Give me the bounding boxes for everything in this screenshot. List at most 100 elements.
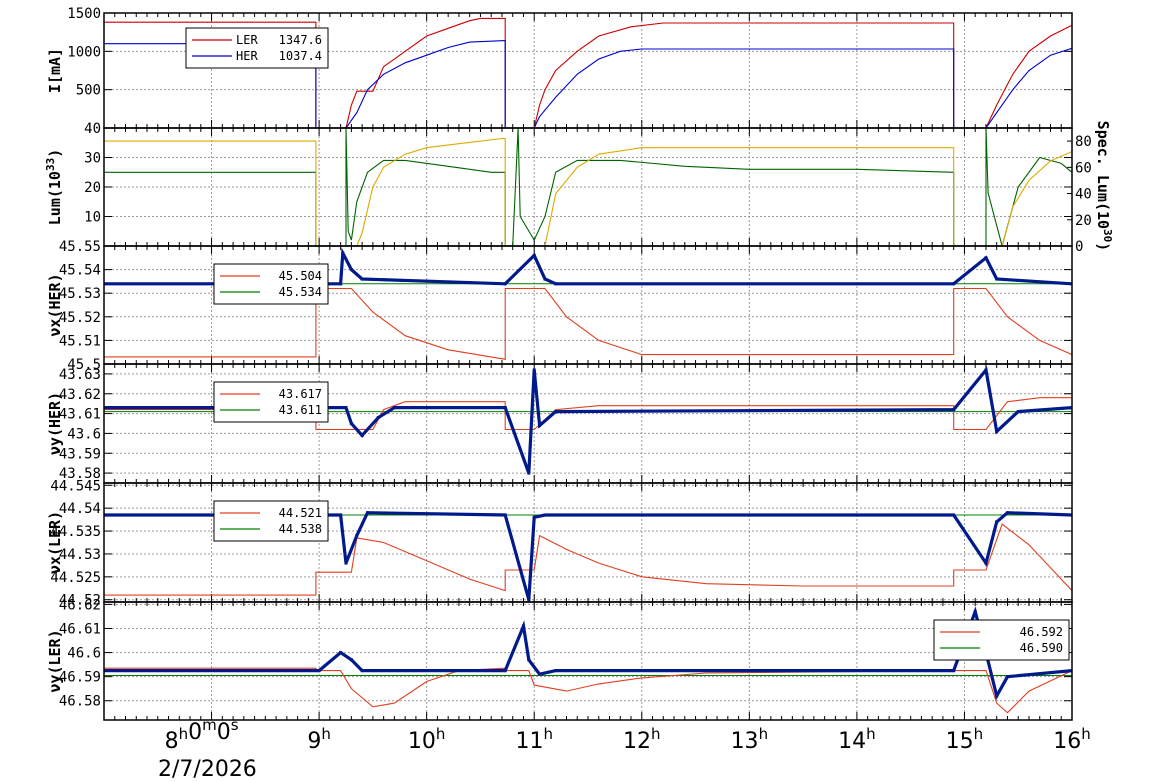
y-tick-label: 44.545 xyxy=(50,478,101,494)
panel-0: 500 1000 1500 I[mA] LER 1347.6 HER 1037.4 xyxy=(46,6,1073,129)
data-point xyxy=(543,277,547,281)
data-point xyxy=(532,253,536,257)
data-point xyxy=(1005,675,1009,679)
data-point xyxy=(984,561,988,565)
y-tick-label: 20 xyxy=(84,180,101,196)
y-tick-label: 46.59 xyxy=(59,670,101,686)
legend-value: 46.590 xyxy=(1020,641,1063,655)
y-axis-label: νy(LER) xyxy=(46,629,64,692)
legend-name: HER xyxy=(236,49,258,63)
series-HER xyxy=(104,40,1072,128)
legend-box xyxy=(213,381,329,423)
y-tick-label: 45.52 xyxy=(59,310,101,326)
date-label: 2/7/2026 xyxy=(158,757,257,782)
series-setx xyxy=(104,287,1072,360)
y-tick-label: 43.62 xyxy=(59,387,101,403)
y-tick-label: 43.61 xyxy=(59,407,101,423)
y-axis-label: νy(HER) xyxy=(46,392,64,455)
data-point xyxy=(503,669,507,673)
y-tick-label: 1500 xyxy=(67,6,101,22)
y-axis-label: νx(LER) xyxy=(46,511,64,574)
legend-value: 1037.4 xyxy=(279,49,322,63)
data-point xyxy=(538,423,542,427)
data-point xyxy=(344,561,348,565)
panel-3: 43.58 43.59 43.6 43.61 43.62 43.63 νy(HER) 43.6… xyxy=(46,363,1073,484)
legend: 43.617 43.611 xyxy=(213,381,329,423)
legend-box xyxy=(933,619,1070,661)
data-point xyxy=(995,429,999,433)
data-point xyxy=(339,282,343,286)
panel-frame xyxy=(103,601,1073,721)
legend-box xyxy=(213,500,329,542)
legend-value: 45.534 xyxy=(279,285,322,299)
y-tick-label: 45.55 xyxy=(59,239,101,255)
x-tick-label: 11h xyxy=(515,725,553,754)
y-tick-label: 1000 xyxy=(67,44,101,60)
data-point xyxy=(554,410,558,414)
y-tick-label: 10 xyxy=(84,210,101,226)
data-point xyxy=(317,669,321,673)
y2-tick-label: 80 xyxy=(1075,134,1092,150)
y-tick-label: 46.62 xyxy=(59,597,101,613)
panel-1: 10 20 30 40 0 20 40 60 80 Lum(1033) Spec. Lum(1030… xyxy=(44,121,1114,255)
y-tick-label: 46.58 xyxy=(59,694,101,710)
data-point xyxy=(984,256,988,260)
data-point xyxy=(503,513,507,517)
series-setx xyxy=(104,523,1072,596)
y-tick-label: 45.54 xyxy=(59,263,101,279)
data-point xyxy=(532,515,536,519)
y2-tick-label: 40 xyxy=(1075,187,1092,203)
y2-tick-label: 0 xyxy=(1075,239,1083,255)
legend-value: 43.617 xyxy=(279,387,322,401)
data-point xyxy=(527,471,531,475)
data-point xyxy=(527,658,531,662)
data-point xyxy=(984,368,988,372)
data-point xyxy=(355,534,359,538)
y-tick-label: 46.61 xyxy=(59,621,101,637)
y-tick-label: 46.6 xyxy=(67,646,101,662)
legend-value: 1347.6 xyxy=(279,33,322,47)
x-tick-label: 15h xyxy=(946,725,984,754)
legend-value: 44.521 xyxy=(279,506,322,520)
legend-name: LER xyxy=(236,33,258,47)
panel-2: 45.5 45.51 45.52 45.53 45.54 45.55 νx(HER) 45.5… xyxy=(46,239,1073,373)
legend: 46.592 46.590 xyxy=(933,619,1070,661)
data-point xyxy=(360,669,364,673)
x-tick-label: 10h xyxy=(408,725,446,754)
data-point xyxy=(503,406,507,410)
data-point xyxy=(995,520,999,524)
data-point xyxy=(532,368,536,372)
data-point xyxy=(376,416,380,420)
data-point xyxy=(344,406,348,410)
data-point xyxy=(952,669,956,673)
y-tick-label: 43.58 xyxy=(59,466,101,482)
x-tick-label: 14h xyxy=(838,725,876,754)
y-axis-label: I[mA] xyxy=(46,48,64,93)
data-point xyxy=(349,422,353,425)
series-SpecLum xyxy=(104,137,1072,246)
y-tick-label: 45.51 xyxy=(59,333,101,349)
y2-tick-label: 20 xyxy=(1075,213,1092,229)
series-sety xyxy=(104,667,1072,714)
y-tick-label: 30 xyxy=(84,151,101,167)
data-point xyxy=(360,277,364,281)
data-point xyxy=(1016,410,1020,414)
legend-value: 46.592 xyxy=(1020,625,1063,639)
panel-4: 44.52 44.525 44.53 44.535 44.54 44.545 νx(LER)… xyxy=(46,478,1073,609)
y-tick-label: 500 xyxy=(76,83,101,99)
x-tick-label: 16h xyxy=(1053,725,1091,754)
y-tick-label: 44.525 xyxy=(50,570,101,586)
series-meas xyxy=(104,511,1072,601)
data-point xyxy=(349,268,353,272)
data-point xyxy=(1005,511,1009,515)
y-axis-label: νx(HER) xyxy=(46,273,64,336)
data-point xyxy=(554,282,558,286)
data-point xyxy=(973,610,977,614)
y-tick-label: 44.52 xyxy=(59,593,101,609)
x-tick-label: 8h0m0s xyxy=(165,716,239,754)
data-point xyxy=(392,406,396,410)
legend: 44.521 44.538 xyxy=(213,500,329,542)
legend: 45.504 45.534 xyxy=(213,263,329,305)
data-point xyxy=(543,513,547,517)
